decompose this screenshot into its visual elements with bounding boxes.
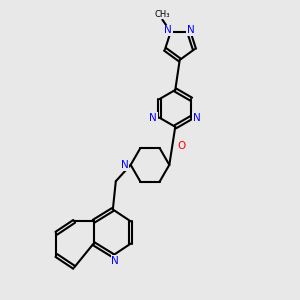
Text: N: N (121, 160, 129, 170)
Text: N: N (164, 26, 172, 35)
Text: N: N (149, 112, 157, 123)
Text: N: N (111, 256, 119, 266)
Text: O: O (177, 141, 185, 151)
Text: N: N (193, 112, 201, 123)
Text: N: N (187, 26, 195, 35)
Text: CH₃: CH₃ (154, 10, 170, 19)
